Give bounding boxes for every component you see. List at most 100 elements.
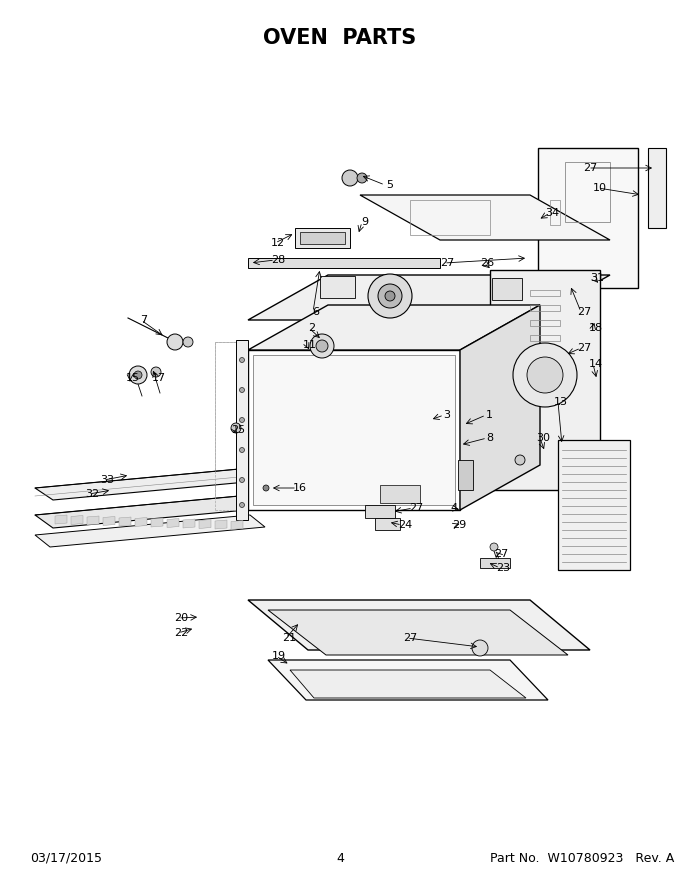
Text: 20: 20 xyxy=(174,613,188,623)
Bar xyxy=(295,228,350,248)
Text: 32: 32 xyxy=(85,489,99,499)
Text: 16: 16 xyxy=(293,483,307,493)
Text: 8: 8 xyxy=(486,433,494,443)
Polygon shape xyxy=(460,305,540,510)
Polygon shape xyxy=(183,519,195,528)
Bar xyxy=(380,485,420,503)
Text: 15: 15 xyxy=(126,373,140,383)
Text: 27: 27 xyxy=(409,503,423,513)
Bar xyxy=(490,270,600,490)
Polygon shape xyxy=(268,660,548,700)
Polygon shape xyxy=(135,517,147,526)
Text: 22: 22 xyxy=(174,628,188,638)
Text: 26: 26 xyxy=(480,258,494,268)
Polygon shape xyxy=(71,516,83,524)
Circle shape xyxy=(472,640,488,656)
Text: 27: 27 xyxy=(403,633,417,643)
Polygon shape xyxy=(268,610,568,655)
Text: 03/17/2015: 03/17/2015 xyxy=(30,852,102,864)
Circle shape xyxy=(357,173,367,183)
Polygon shape xyxy=(55,515,67,524)
Polygon shape xyxy=(35,495,268,528)
Polygon shape xyxy=(215,520,227,529)
Circle shape xyxy=(310,334,334,358)
Text: 29: 29 xyxy=(452,520,466,530)
Circle shape xyxy=(527,357,563,393)
Bar xyxy=(538,148,638,288)
Text: 34: 34 xyxy=(545,208,559,218)
Bar xyxy=(558,440,630,570)
Polygon shape xyxy=(248,600,590,650)
Text: 23: 23 xyxy=(496,563,510,573)
Text: 27: 27 xyxy=(577,307,591,317)
Text: 21: 21 xyxy=(282,633,296,643)
Text: 5: 5 xyxy=(386,180,394,190)
Bar xyxy=(530,320,560,326)
Circle shape xyxy=(167,334,183,350)
Text: 27: 27 xyxy=(583,163,597,173)
Bar xyxy=(320,276,355,298)
Circle shape xyxy=(239,502,245,508)
Text: 3: 3 xyxy=(443,410,450,420)
Text: 27: 27 xyxy=(494,549,508,559)
Text: 33: 33 xyxy=(100,475,114,485)
Polygon shape xyxy=(35,515,265,547)
Circle shape xyxy=(239,387,245,392)
Polygon shape xyxy=(248,350,460,510)
Bar xyxy=(648,148,666,228)
Polygon shape xyxy=(375,518,400,530)
Polygon shape xyxy=(103,517,115,525)
Circle shape xyxy=(385,291,395,301)
Text: 12: 12 xyxy=(271,238,285,248)
Text: 4: 4 xyxy=(336,852,344,864)
Text: 9: 9 xyxy=(362,217,369,227)
Circle shape xyxy=(239,448,245,452)
Polygon shape xyxy=(365,505,395,518)
Bar xyxy=(530,290,560,296)
Text: 11: 11 xyxy=(303,340,317,350)
Text: 17: 17 xyxy=(152,373,166,383)
Text: Part No.  W10780923   Rev. A: Part No. W10780923 Rev. A xyxy=(490,852,675,864)
Circle shape xyxy=(151,367,161,377)
Text: 18: 18 xyxy=(589,323,603,333)
Polygon shape xyxy=(248,275,610,320)
Bar xyxy=(410,200,490,235)
Polygon shape xyxy=(87,516,99,525)
Circle shape xyxy=(490,543,498,551)
Circle shape xyxy=(515,455,525,465)
Text: 4: 4 xyxy=(450,503,458,513)
Text: 7: 7 xyxy=(141,315,148,325)
Text: 14: 14 xyxy=(589,359,603,369)
Circle shape xyxy=(239,357,245,363)
Circle shape xyxy=(231,423,241,433)
Text: 31: 31 xyxy=(590,273,604,283)
Text: 2: 2 xyxy=(309,323,316,333)
Text: 28: 28 xyxy=(271,255,285,265)
Bar xyxy=(458,460,473,490)
Circle shape xyxy=(342,170,358,186)
Circle shape xyxy=(239,417,245,422)
Bar xyxy=(300,232,345,244)
Circle shape xyxy=(239,478,245,482)
Text: 24: 24 xyxy=(398,520,412,530)
Bar xyxy=(253,355,455,505)
Circle shape xyxy=(378,284,402,308)
Circle shape xyxy=(513,343,577,407)
Text: OVEN  PARTS: OVEN PARTS xyxy=(263,28,417,48)
Polygon shape xyxy=(167,518,179,527)
Circle shape xyxy=(316,340,328,352)
Bar xyxy=(530,335,560,341)
Text: 1: 1 xyxy=(486,410,492,420)
Polygon shape xyxy=(231,520,243,530)
Polygon shape xyxy=(360,195,610,240)
Polygon shape xyxy=(480,558,510,568)
Circle shape xyxy=(263,485,269,491)
Bar xyxy=(530,305,560,311)
Circle shape xyxy=(183,337,193,347)
Text: 30: 30 xyxy=(536,433,550,443)
Polygon shape xyxy=(119,517,131,526)
Polygon shape xyxy=(236,340,248,520)
Text: 25: 25 xyxy=(231,425,245,435)
Text: 13: 13 xyxy=(554,397,568,407)
Text: 27: 27 xyxy=(577,343,591,353)
